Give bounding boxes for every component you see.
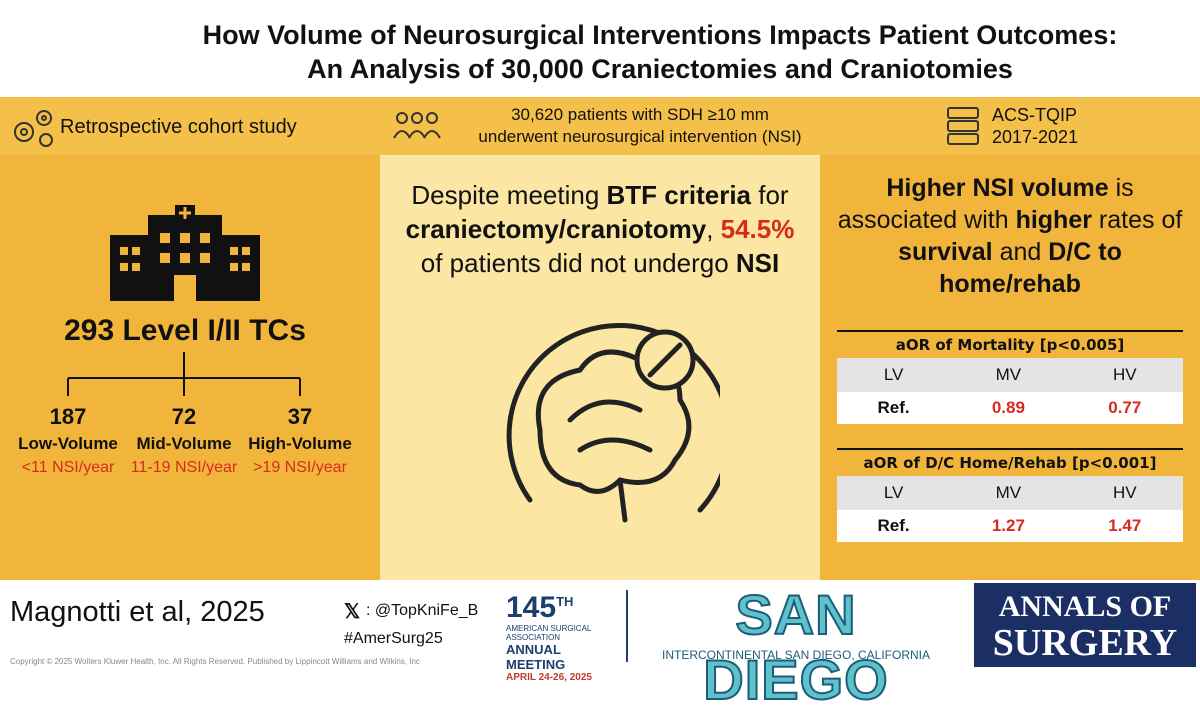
group-label: Low-Volume [18, 434, 118, 453]
value-cell: 1.47 [1108, 516, 1142, 535]
x-logo: 𝕏 [344, 601, 361, 623]
text: of patients did not undergo [420, 248, 736, 278]
table-title: aOR of D/C Home/Rehab [p<0.001] [863, 454, 1157, 472]
column-header: HV [1112, 365, 1137, 384]
statement: Despite meeting BTF criteria for craniec… [395, 178, 805, 280]
study-design: Retrospective cohort study [60, 116, 297, 138]
text: survival [898, 238, 993, 266]
middle-panel [380, 155, 820, 580]
population-line: 30,620 patients with SDH ≥10 mm [511, 105, 769, 124]
database-line: ACS-TQIP [992, 105, 1078, 125]
text: D/C to home/rehab [939, 238, 1122, 298]
centers: 293 Level I/II TCs [64, 314, 306, 347]
text: Despite meeting [411, 180, 607, 210]
handle: : @TopKniFe_B [366, 602, 479, 619]
title: How Volume of Neurosurgical Intervention… [120, 18, 1200, 86]
headline: Higher NSI volume is associated with hig… [830, 172, 1190, 300]
population: 30,620 patients with SDH ≥10 mm underwen… [440, 104, 840, 148]
group-count: 72 [171, 404, 197, 429]
value-cell: 0.89 [991, 398, 1025, 417]
org-line: AMERICAN SURGICAL [506, 624, 592, 633]
meeting: 145TH AMERICAN SURGICAL ASSOCIATION ANNUA… [506, 586, 621, 684]
column-header: HV [1112, 483, 1137, 502]
header-row: LV MV HV [837, 476, 1183, 510]
journal-line: ANNALS OF [998, 590, 1172, 623]
value-cell: 1.27 [991, 516, 1025, 535]
citation: Magnotti et al, 2025 [10, 596, 265, 628]
copyright: Copyright © 2025 Wolters Kluwer Health, … [10, 657, 420, 666]
title-line: How Volume of Neurosurgical Intervention… [202, 20, 1118, 50]
text: is associated with [837, 174, 1134, 234]
column-header: LV [883, 483, 904, 502]
text: rates of [1091, 206, 1183, 234]
group-range: <11 NSI/year [21, 459, 115, 476]
header-row: LV MV HV [837, 358, 1183, 392]
text: 54.5% [720, 214, 795, 244]
divider [626, 590, 628, 662]
group-range: 11-19 NSI/year [130, 459, 238, 476]
table-grid: LV MV HV Ref. 0.89 0.77 [837, 358, 1183, 424]
meeting-number: 145 [506, 591, 557, 624]
value-row: Ref. 1.27 1.47 [837, 510, 1183, 542]
column-header: LV [883, 365, 904, 384]
text: NSI [735, 248, 780, 278]
venue: INTERCONTINENTAL SAN DIEGO, CALIFORNIA [661, 648, 931, 662]
text: craniectomy/craniotomy [405, 214, 707, 244]
text: and [992, 238, 1049, 266]
group-count: 37 [287, 404, 313, 429]
study-bar [0, 97, 1200, 155]
text: BTF criteria [606, 180, 752, 210]
group-label: Mid-Volume [136, 434, 232, 453]
group-count: 187 [49, 404, 87, 429]
value-cell: 0.77 [1108, 398, 1142, 417]
hospital-icon [110, 205, 260, 301]
table-title: aOR of Mortality [p<0.005] [895, 336, 1125, 354]
table: aOR of D/C Home/Rehab [p<0.001] LV MV HV Ref… [837, 448, 1183, 542]
value-row: Ref. 0.89 0.77 [837, 392, 1183, 424]
text: higher [1015, 206, 1092, 234]
group-label: High-Volume [248, 434, 352, 453]
text: , [706, 214, 721, 244]
brain-icon [506, 322, 720, 523]
group-range: >19 NSI/year [253, 459, 347, 476]
journal-line: SURGERY [992, 622, 1178, 664]
meeting-suffix: TH [556, 594, 574, 609]
value-cell: Ref. [877, 398, 910, 417]
value-cell: Ref. [877, 516, 910, 535]
database-icon [947, 107, 979, 145]
population-line: underwent neurosurgical intervention (NS… [478, 127, 802, 146]
tree-lines [67, 352, 301, 396]
text: for [751, 180, 789, 210]
database: ACS-TQIP 2017-2021 [992, 104, 1078, 148]
org-line: ASSOCIATION [506, 633, 561, 642]
right-panel [820, 155, 1200, 580]
table-grid: LV MV HV Ref. 1.27 1.47 [837, 476, 1183, 542]
table: aOR of Mortality [p<0.005] LV MV HV Ref. 0.89… [837, 330, 1183, 424]
column-header: MV [995, 365, 1022, 384]
meeting-event: ANNUAL MEETING [506, 642, 566, 672]
hashtag: #AmerSurg25 [344, 630, 443, 647]
text: Higher NSI volume [886, 174, 1109, 202]
journal-logo: ANNALS OF SURGERY [974, 583, 1196, 667]
title-line: An Analysis of 30,000 Craniectomies and … [307, 54, 1013, 84]
database-line: 2017-2021 [992, 127, 1079, 147]
gears-icon [14, 110, 53, 147]
city: SAN DIEGO [702, 582, 889, 712]
people-icon [393, 112, 441, 139]
column-header: MV [995, 483, 1022, 502]
page: How Volume of Neurosurgical Intervention… [0, 18, 1200, 712]
